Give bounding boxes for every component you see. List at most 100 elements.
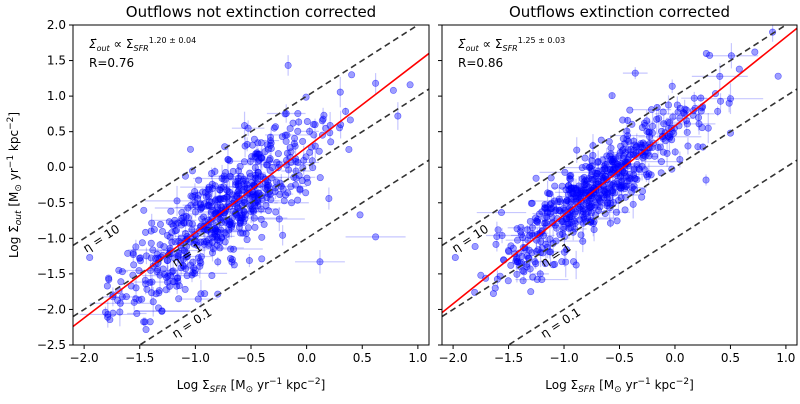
data-point <box>209 207 217 215</box>
data-point <box>222 168 230 176</box>
data-point <box>288 199 296 207</box>
data-point <box>665 134 673 142</box>
x-tick-label: 0.0 <box>665 351 684 365</box>
data-point <box>581 154 589 162</box>
data-point <box>643 117 651 125</box>
data-point <box>214 258 222 266</box>
data-point <box>774 72 782 80</box>
data-point <box>532 174 540 182</box>
y-tick-label: −2.5 <box>37 338 66 352</box>
data-point <box>237 229 245 237</box>
data-point <box>492 240 500 248</box>
data-point <box>497 209 505 217</box>
data-point <box>629 200 637 208</box>
data-point <box>566 175 574 183</box>
data-point <box>751 48 759 56</box>
data-point <box>281 110 289 118</box>
data-point <box>167 272 175 280</box>
data-point <box>394 112 402 120</box>
data-point <box>645 128 653 136</box>
data-point <box>234 188 242 196</box>
data-point <box>613 208 621 216</box>
data-point <box>291 134 299 142</box>
data-point <box>227 245 235 253</box>
data-point <box>494 226 502 234</box>
y-tick-label: −1.5 <box>37 267 66 281</box>
data-point <box>664 101 672 109</box>
data-point <box>102 308 110 316</box>
data-point <box>528 224 536 232</box>
data-point <box>589 219 597 227</box>
data-point <box>228 255 236 263</box>
data-point <box>651 152 659 160</box>
data-point <box>580 173 588 181</box>
data-point <box>611 164 619 172</box>
data-point <box>294 110 302 118</box>
data-point <box>695 120 703 128</box>
data-point <box>105 274 113 282</box>
data-point <box>659 108 667 116</box>
data-point <box>654 144 662 152</box>
data-point <box>309 164 317 172</box>
data-point <box>625 137 633 145</box>
data-point <box>372 79 380 87</box>
data-point <box>229 167 237 175</box>
data-point <box>287 148 295 156</box>
data-point <box>570 258 578 266</box>
data-point <box>630 146 638 154</box>
data-point <box>551 182 559 190</box>
data-point <box>130 261 138 269</box>
data-point <box>262 161 270 169</box>
y-tick-label: 1.5 <box>47 54 66 68</box>
data-point <box>607 156 615 164</box>
data-point <box>491 284 499 292</box>
data-point <box>142 326 150 334</box>
data-point <box>187 261 195 269</box>
data-point <box>86 254 94 262</box>
data-point <box>322 124 330 132</box>
data-point <box>274 150 282 158</box>
data-point <box>217 184 225 192</box>
data-point <box>598 171 606 179</box>
data-point <box>674 108 682 116</box>
data-point <box>555 195 563 203</box>
data-point <box>142 280 150 288</box>
data-point <box>631 175 639 183</box>
data-point <box>227 255 235 263</box>
data-point <box>549 261 557 269</box>
data-point <box>509 244 517 252</box>
data-point <box>621 206 629 214</box>
data-point <box>166 282 174 290</box>
data-point <box>244 224 252 232</box>
x-tick-label: −1.5 <box>494 351 523 365</box>
data-point <box>220 176 228 184</box>
data-point <box>581 184 589 192</box>
data-point <box>316 174 324 182</box>
data-point <box>348 71 356 79</box>
data-point <box>197 200 205 208</box>
data-point <box>529 231 537 239</box>
data-point <box>594 158 602 166</box>
data-point <box>568 218 576 226</box>
data-point <box>262 201 270 209</box>
data-point <box>167 207 175 215</box>
data-point <box>630 137 638 145</box>
data-point <box>282 137 290 145</box>
data-point <box>553 224 561 232</box>
data-point <box>498 232 506 240</box>
data-point <box>261 148 269 156</box>
plot-area <box>442 25 797 345</box>
data-point <box>233 192 241 200</box>
data-point <box>116 308 124 316</box>
data-point <box>279 185 287 193</box>
data-point <box>727 52 735 60</box>
data-point <box>284 189 292 197</box>
data-point <box>548 213 556 221</box>
data-point <box>224 187 232 195</box>
relation-annotation: Σ̇out ∝ ΣSFR1.20 ± 0.04 <box>89 36 196 53</box>
data-point <box>238 214 246 222</box>
data-point <box>725 99 733 107</box>
data-point <box>609 188 617 196</box>
data-point <box>668 82 676 90</box>
